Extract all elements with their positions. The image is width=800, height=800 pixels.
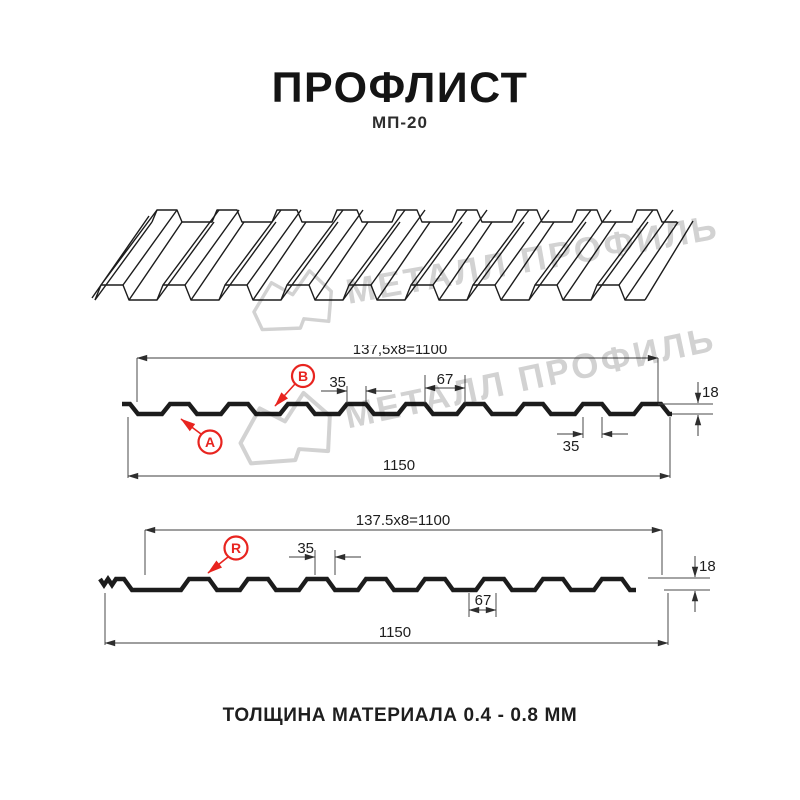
dimension-valley-width-top: 67: [424, 371, 466, 403]
marker-b-letter: B: [298, 368, 308, 384]
marker-r: R: [207, 535, 249, 574]
page-title: ПРОФЛИСТ: [271, 64, 529, 112]
marker-b: B: [274, 363, 316, 407]
dimension-height-top: 18: [658, 382, 719, 436]
dimension-crest-width-bottom-side: 35: [557, 417, 628, 455]
cross-section-bottom-diagram: 137.5x8=1100 R 35 18 67 1150: [98, 512, 716, 647]
marker-r-letter: R: [231, 540, 241, 556]
dimension-module-width-bottom: 137.5x8=1100: [144, 512, 663, 575]
overall-width-label-top: 1150: [383, 457, 415, 474]
dimension-overall-width-top: 1150: [127, 417, 671, 480]
dimension-height-bottom: 18: [648, 556, 716, 612]
valley-width-label-top: 67: [437, 371, 454, 388]
height-label-top: 18: [702, 384, 719, 401]
cross-section-top-diagram: 137,5x8=1100 A B 35 67 18: [122, 345, 719, 480]
marker-r-circle: [223, 535, 249, 561]
dimension-overall-width-bottom: 1150: [104, 593, 669, 647]
crest-width-bottom-label: 35: [563, 438, 580, 455]
crest-width-label-top: 35: [329, 374, 346, 391]
dimension-crest-width-r: 35: [289, 540, 361, 575]
profile-outline-top: [122, 401, 672, 417]
overall-width-label-bottom: 1150: [379, 624, 411, 641]
sheet-far-edge: [151, 209, 677, 223]
marker-a: A: [180, 418, 223, 455]
profile-3d-view: [91, 209, 694, 301]
sheet-surface: [95, 210, 693, 300]
profile-outline-bottom: [98, 575, 636, 593]
sheet-rib-lines: [91, 209, 694, 301]
height-label-bottom: 18: [699, 558, 716, 575]
module-width-label-bottom: 137.5x8=1100: [356, 512, 450, 529]
marker-a-letter: A: [205, 434, 215, 450]
marker-a-circle: [197, 429, 223, 455]
valley-width-label-r: 67: [475, 592, 492, 609]
crest-width-label-r: 35: [297, 540, 314, 557]
dimension-module-width-top: 137,5x8=1100: [136, 345, 659, 402]
page-subtitle: МП-20: [372, 113, 428, 132]
marker-b-circle: [290, 363, 316, 389]
module-width-label-top: 137,5x8=1100: [353, 345, 447, 358]
dimension-valley-width-r: 67: [468, 592, 497, 617]
dimension-crest-width-top: 35: [321, 374, 392, 403]
material-thickness-note: ТОЛЩИНА МАТЕРИАЛА 0.4 - 0.8 ММ: [222, 705, 578, 726]
